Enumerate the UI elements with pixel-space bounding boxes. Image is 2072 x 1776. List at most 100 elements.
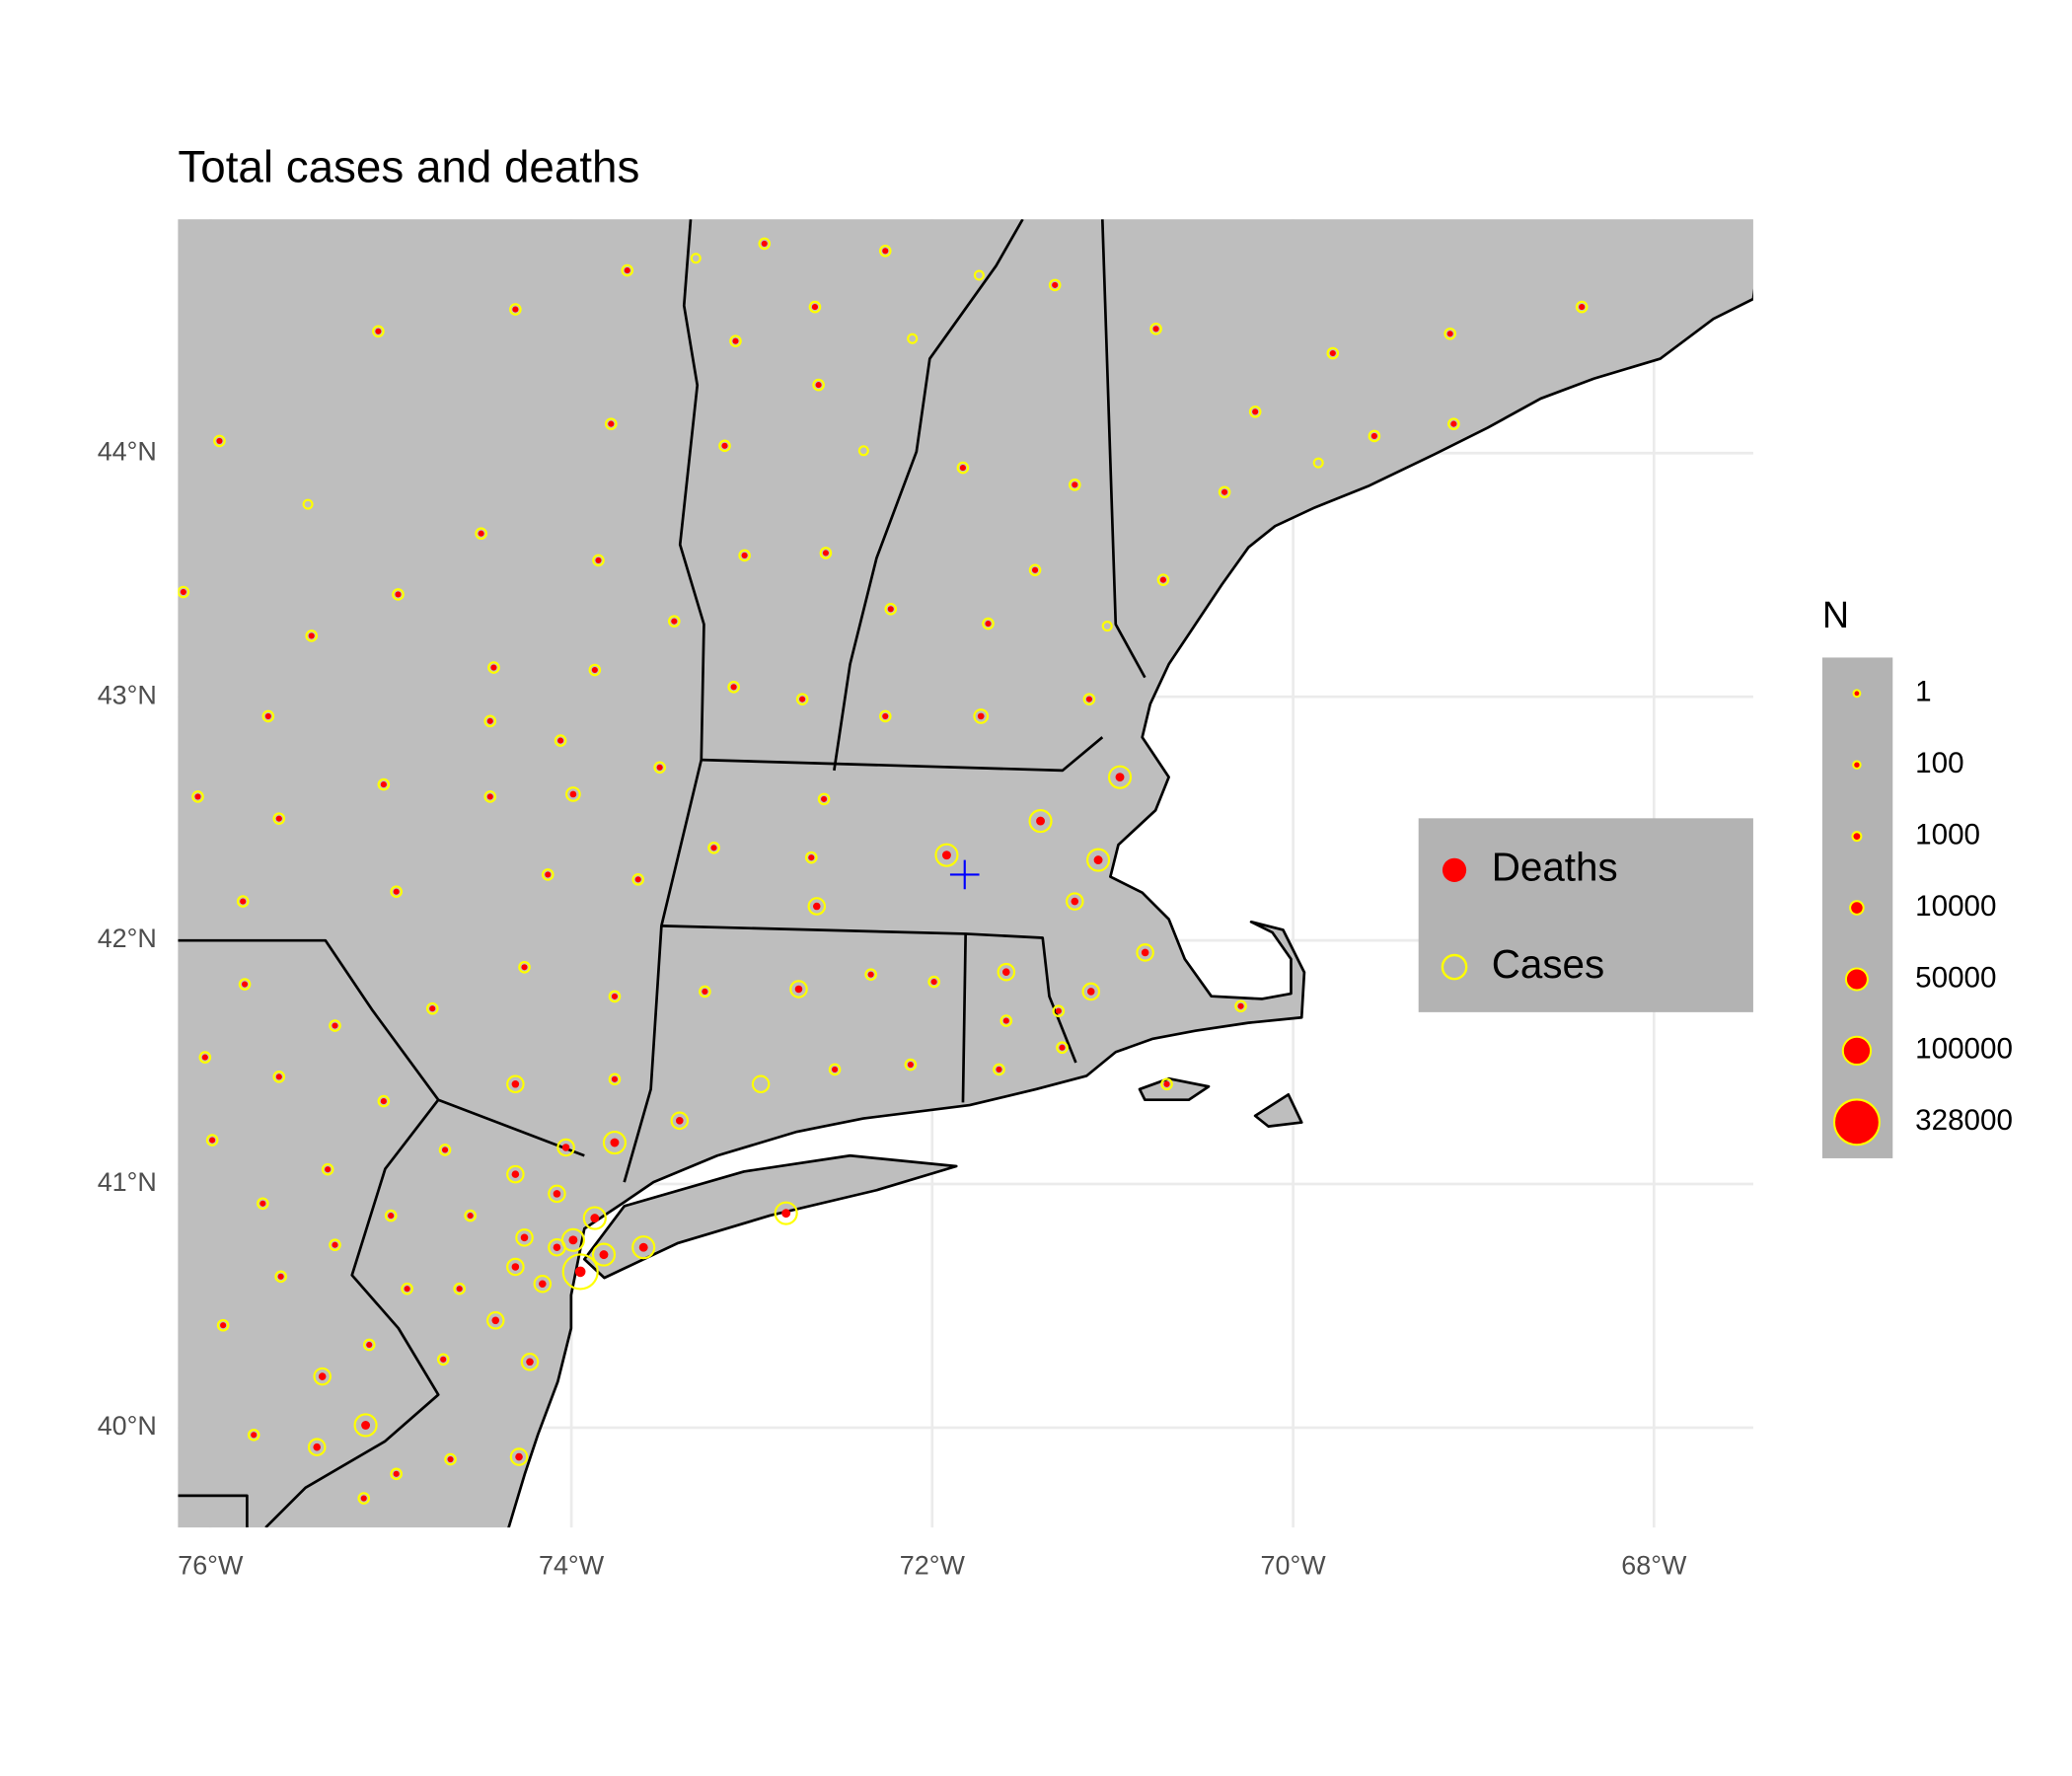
case-ring <box>670 1111 690 1131</box>
case-ring <box>216 1318 230 1332</box>
size-key <box>1833 1098 1881 1147</box>
death-dot <box>867 971 874 978</box>
case-ring <box>631 873 645 886</box>
case-ring <box>554 734 567 747</box>
case-ring <box>718 439 731 453</box>
case-ring <box>729 334 742 347</box>
size-key-label: 1 <box>1915 676 1931 708</box>
case-ring <box>707 841 720 854</box>
death-dot <box>611 993 619 999</box>
case-ring <box>997 962 1016 982</box>
case-ring <box>774 1201 798 1225</box>
case-ring <box>653 761 666 775</box>
case-ring <box>236 895 250 908</box>
case-ring <box>999 1014 1013 1027</box>
death-dot <box>1086 988 1095 996</box>
death-dot <box>539 1280 547 1289</box>
death-dot <box>1036 816 1045 826</box>
case-ring <box>329 1238 341 1252</box>
death-dot <box>1221 488 1228 495</box>
x-tick-label: 70°W <box>1261 1551 1327 1581</box>
case-ring <box>238 978 252 991</box>
size-legend-title: N <box>1822 594 1849 635</box>
state-border <box>623 219 705 1183</box>
case-ring <box>307 1438 327 1456</box>
case-ring <box>789 980 808 999</box>
death-dot <box>1370 432 1377 440</box>
legend: Deaths Cases N 1 100 1000 10000 50000 100000 3… <box>1418 594 2013 1158</box>
case-ring <box>602 1130 628 1155</box>
y-tick-label: 43°N <box>98 680 157 709</box>
death-dot <box>1031 566 1039 573</box>
death-dot <box>180 588 186 596</box>
death-dot <box>996 1066 1002 1073</box>
death-dot <box>1159 576 1166 583</box>
death-dot <box>595 556 602 563</box>
case-ring <box>305 629 319 642</box>
state-border <box>701 736 1104 773</box>
size-key-label: 1000 <box>1915 818 1980 851</box>
death-dot <box>511 1263 520 1271</box>
death-dot <box>569 790 577 798</box>
death-dot <box>441 1147 449 1153</box>
case-ring <box>247 1429 260 1442</box>
case-ring <box>982 617 995 630</box>
case-ring <box>321 1162 334 1176</box>
long-island <box>582 1153 958 1280</box>
x-tick-label: 72°W <box>900 1551 966 1581</box>
case-ring <box>1575 300 1589 314</box>
case-ring <box>812 378 825 392</box>
case-ring <box>1052 1004 1066 1018</box>
death-dot <box>985 621 992 628</box>
death-dot <box>332 1241 338 1248</box>
death-dot <box>313 1443 321 1451</box>
death-dot <box>610 1138 620 1147</box>
case-ring <box>483 790 497 803</box>
death-dot <box>1252 408 1259 415</box>
death-dot <box>240 898 247 905</box>
death-dot <box>521 964 528 971</box>
case-ring <box>621 263 634 277</box>
death-dot <box>1141 948 1149 957</box>
death-dot <box>1071 897 1079 906</box>
case-ring <box>1082 693 1096 705</box>
case-ring <box>475 527 487 541</box>
death-dot <box>429 1005 436 1012</box>
death-dot <box>545 871 552 878</box>
state-border <box>1100 219 1147 679</box>
death-dot <box>590 1214 600 1223</box>
case-ring <box>257 1197 269 1211</box>
points <box>178 237 1589 1505</box>
case-ring <box>178 585 190 599</box>
case-ring <box>1447 417 1460 430</box>
death-dot <box>1152 326 1159 333</box>
death-dot <box>259 1200 266 1207</box>
state-border <box>661 925 1077 1064</box>
case-ring <box>377 777 391 791</box>
y-tick-label: 40°N <box>98 1411 157 1441</box>
death-dot <box>511 1080 520 1088</box>
death-dot <box>832 1066 839 1073</box>
death-dot <box>761 240 768 247</box>
death-dot <box>1115 773 1125 782</box>
death-dot <box>638 1242 648 1252</box>
case-ring <box>272 812 286 825</box>
case-ring <box>506 1257 525 1277</box>
legend-key <box>1441 953 1468 981</box>
case-ring <box>485 1311 505 1330</box>
death-dot <box>1085 696 1092 703</box>
case-ring <box>1149 323 1162 335</box>
death-dot <box>1002 968 1010 976</box>
case-ring <box>973 269 985 281</box>
island <box>1138 1076 1211 1102</box>
case-ring <box>401 1282 413 1295</box>
case-ring <box>588 663 602 677</box>
case-ring <box>1048 278 1062 292</box>
death-dot <box>907 1061 914 1069</box>
death-dot <box>447 1455 454 1463</box>
death-dot <box>478 530 484 537</box>
y-tick-label: 42°N <box>98 924 157 953</box>
case-ring <box>878 709 892 723</box>
size-key-label: 100 <box>1915 747 1963 779</box>
death-dot <box>490 664 497 671</box>
